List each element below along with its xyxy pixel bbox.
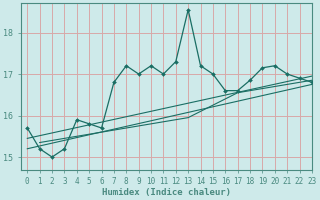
X-axis label: Humidex (Indice chaleur): Humidex (Indice chaleur) (102, 188, 231, 197)
